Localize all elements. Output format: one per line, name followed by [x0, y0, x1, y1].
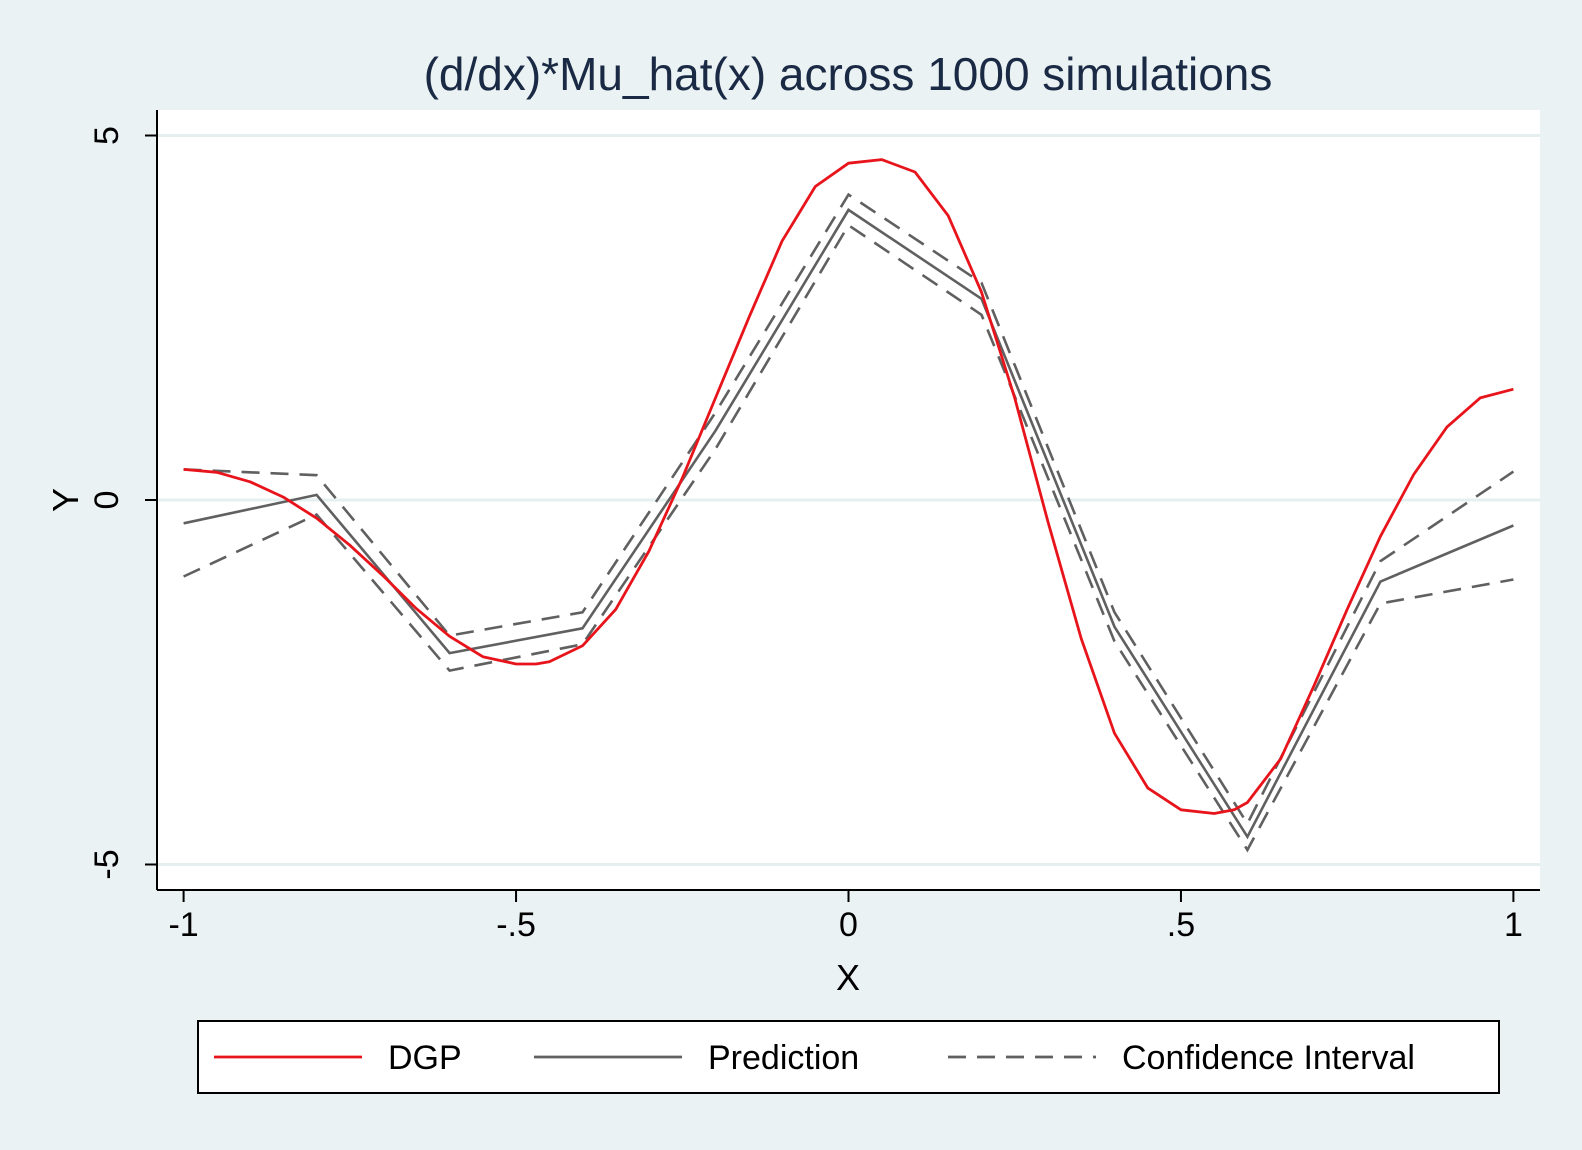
series-layer — [183, 158, 1515, 853]
y-axis-title: Y — [45, 488, 86, 512]
legend-label: Confidence Interval — [1122, 1039, 1415, 1077]
y-tick-label: -5 — [88, 849, 126, 879]
x-tick-label: .5 — [1167, 906, 1195, 944]
x-tick-label: -1 — [168, 906, 198, 944]
legend: DGP Prediction Confidence Interval — [214, 1039, 1415, 1077]
series-line-dgp — [183, 158, 1514, 815]
series-line-confidence-interval-lower — [183, 223, 1514, 853]
legend-label: Prediction — [708, 1039, 859, 1077]
legend-label: DGP — [388, 1039, 462, 1077]
legend-box — [197, 1020, 1500, 1094]
y-tick-label: 5 — [88, 126, 126, 145]
x-axis-title: X — [836, 957, 860, 998]
x-tick-label: 1 — [1504, 906, 1523, 944]
x-tick-label: -.5 — [496, 906, 536, 944]
x-tick-label: 0 — [839, 906, 858, 944]
series-line-prediction — [183, 208, 1514, 840]
grid-lines — [157, 134, 1540, 866]
y-tick-label: 0 — [88, 491, 126, 510]
chart-title: (d/dx)*Mu_hat(x) across 1000 simulations — [424, 48, 1273, 100]
axis-ticks: -5 0 5 -1 -.5 0 .5 1 — [88, 126, 1523, 944]
